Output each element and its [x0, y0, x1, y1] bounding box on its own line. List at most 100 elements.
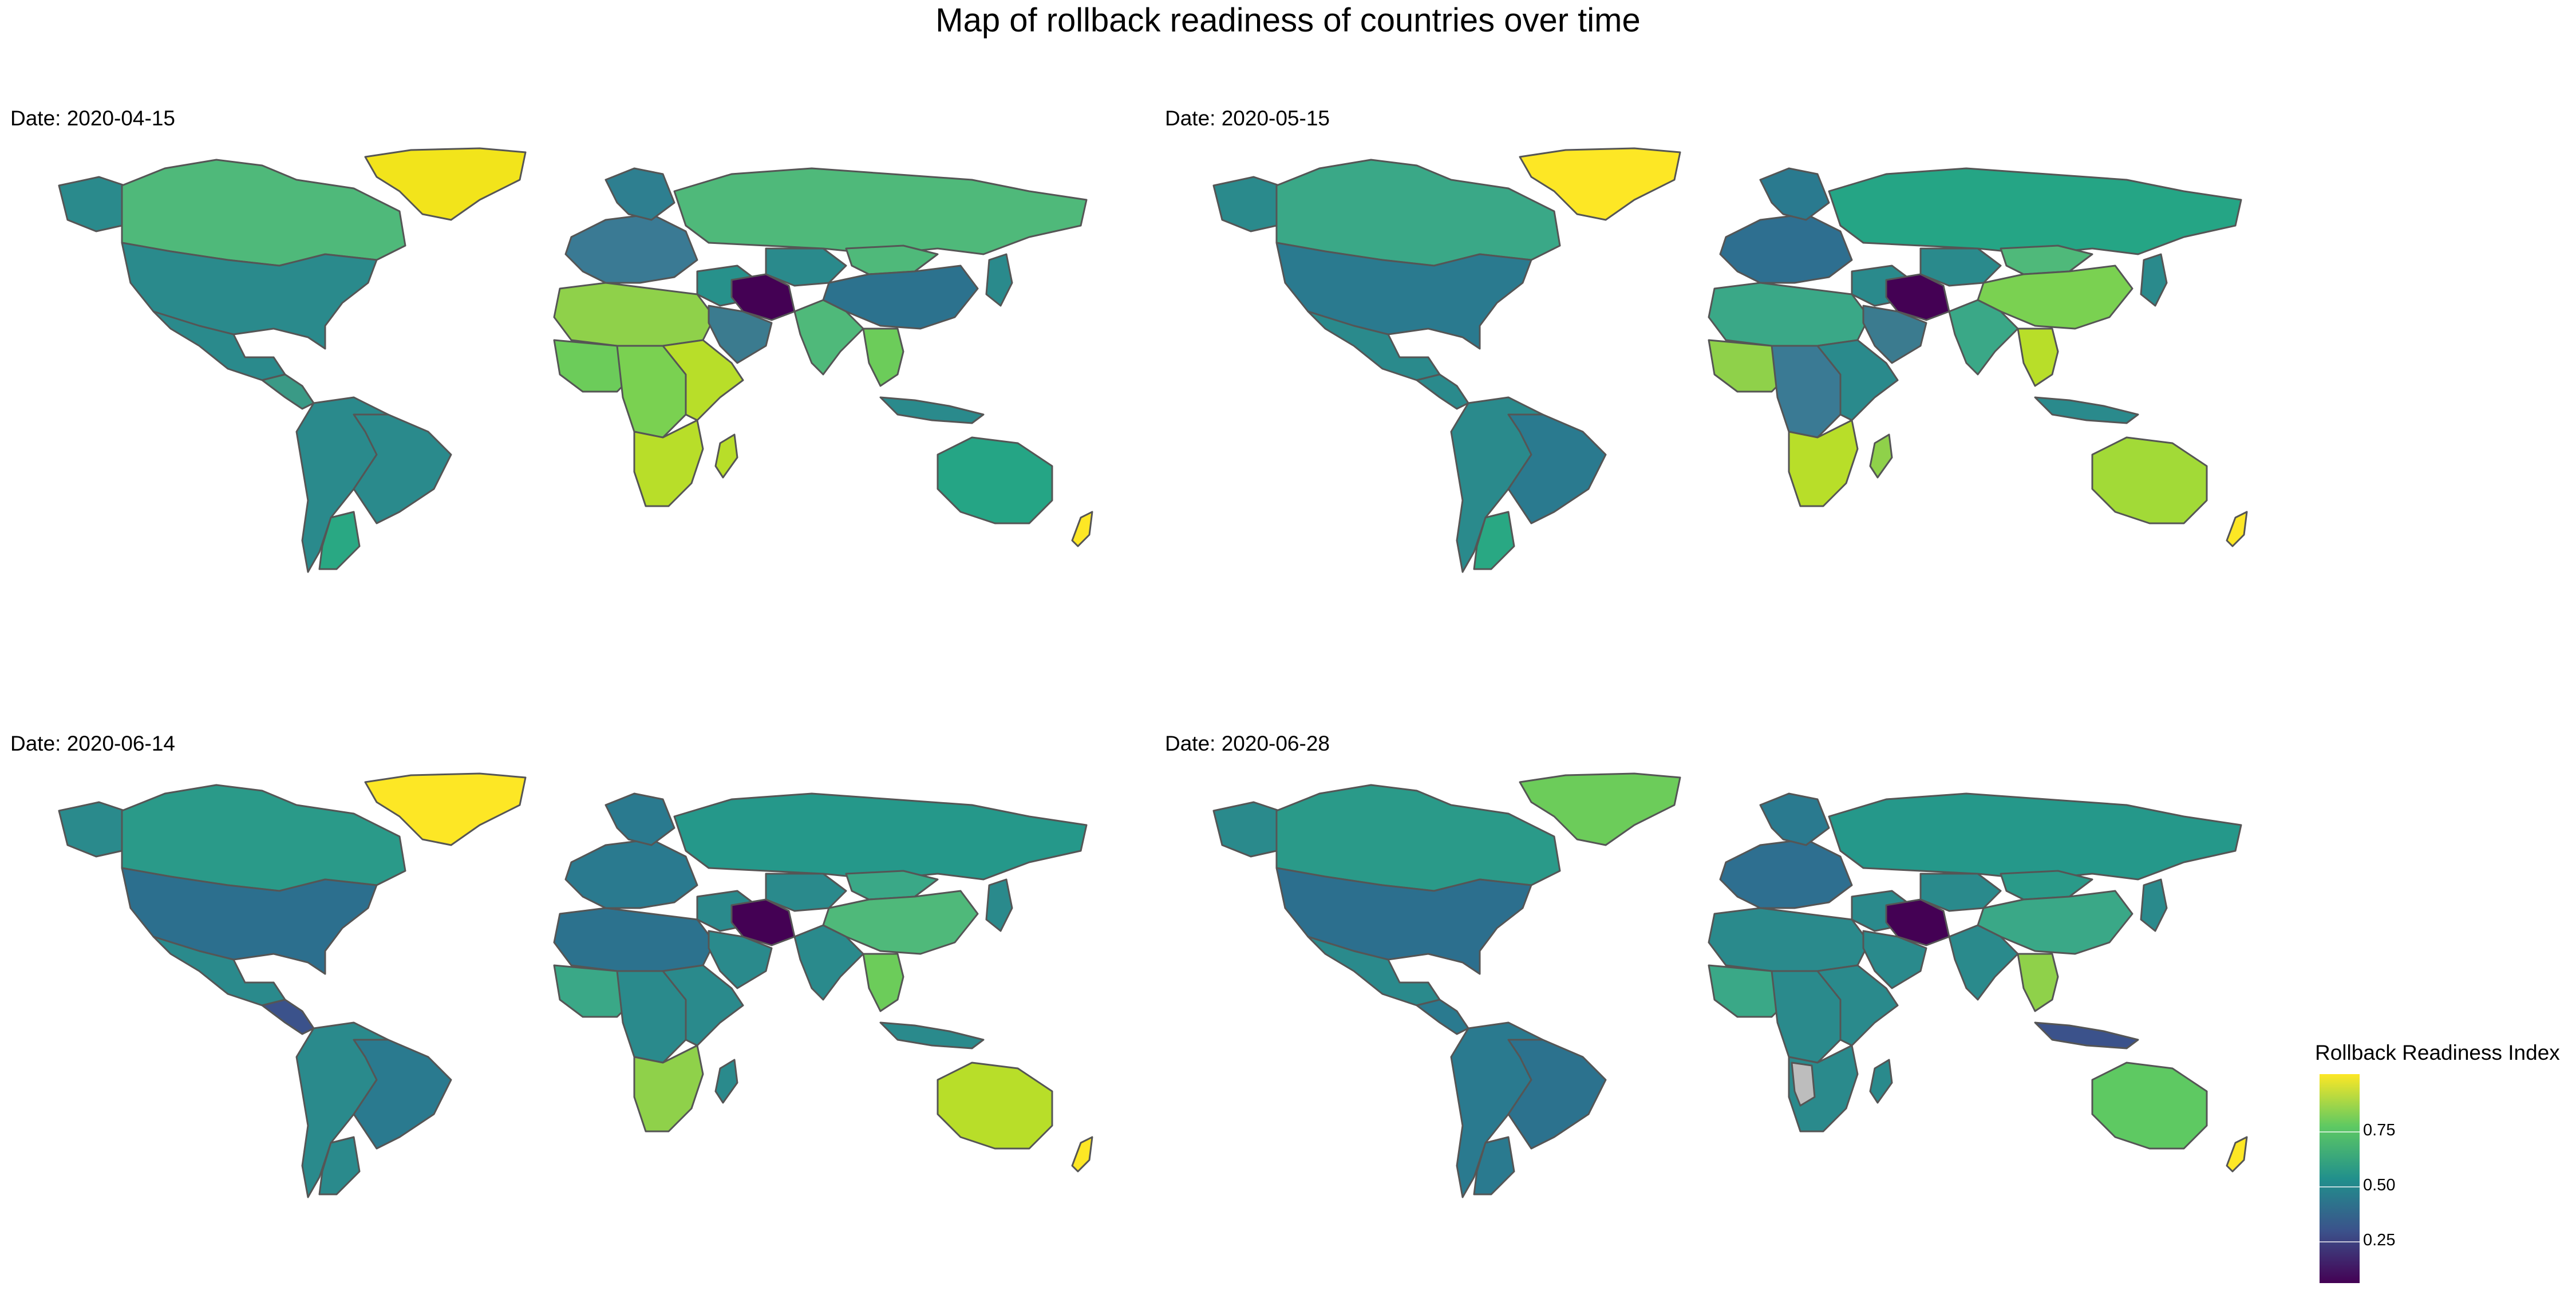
region-brazil — [1507, 413, 1607, 524]
map-panel-4: Date: 2020-06-28 — [1165, 732, 2287, 1310]
region-east-africa — [662, 339, 744, 421]
region-japan — [985, 253, 1013, 307]
region-russia — [1828, 167, 2242, 255]
region-central-america — [1416, 373, 1469, 410]
region-alaska — [1212, 801, 1281, 858]
region-japan — [985, 878, 1013, 932]
region-alaska — [1212, 176, 1281, 232]
world-map — [58, 147, 1093, 573]
region-central-america — [261, 999, 315, 1035]
region-se-asia — [862, 953, 904, 1012]
legend-tick-label: 0.25 — [2363, 1231, 2396, 1249]
region-namibia — [1791, 1062, 1816, 1107]
region-greenland — [364, 147, 527, 221]
region-central-america — [261, 373, 315, 410]
region-japan — [2140, 878, 2168, 932]
legend-tick-label: 0.50 — [2363, 1176, 2396, 1194]
region-argentina — [1473, 1136, 1515, 1195]
legend-colorbar — [2320, 1074, 2360, 1283]
region-arabia — [1862, 305, 1927, 364]
region-india — [1948, 924, 2019, 1001]
region-scandinavia — [605, 792, 675, 846]
region-arabia — [708, 930, 773, 989]
region-india — [793, 299, 864, 376]
region-russia — [1828, 792, 2242, 881]
panel-date-label: Date: 2020-05-15 — [1165, 106, 1330, 130]
region-madagascar — [714, 1059, 738, 1104]
region-central-america — [1416, 999, 1469, 1035]
world-map — [1212, 147, 2248, 573]
world-map — [58, 772, 1093, 1198]
region-russia — [673, 167, 1088, 255]
region-new-zealand — [1071, 511, 1093, 547]
region-argentina — [1473, 511, 1515, 570]
region-brazil — [353, 1039, 452, 1150]
panel-date-label: Date: 2020-06-14 — [10, 732, 175, 755]
region-europe — [1719, 838, 1853, 909]
color-legend: Rollback Readiness Index 0.75 0.50 0.25 — [2308, 1041, 2571, 1287]
region-europe — [564, 213, 698, 284]
region-east-africa — [1816, 964, 1899, 1047]
region-arabia — [708, 305, 773, 364]
region-scandinavia — [605, 167, 675, 221]
region-scandinavia — [1759, 167, 1830, 221]
legend-tick-mark — [2320, 1186, 2360, 1187]
region-se-asia — [2017, 953, 2059, 1012]
region-russia — [673, 792, 1088, 881]
region-southern-africa — [633, 1044, 704, 1133]
region-alaska — [58, 801, 126, 858]
region-europe — [564, 838, 698, 909]
panel-date-label: Date: 2020-04-15 — [10, 106, 175, 130]
region-north-africa — [1708, 282, 1870, 347]
region-north-africa — [553, 907, 716, 972]
region-se-asia — [2017, 328, 2059, 387]
region-southern-africa — [633, 419, 704, 507]
region-australia — [937, 1062, 1053, 1150]
legend-tick-mark — [2320, 1241, 2360, 1242]
region-north-africa — [553, 282, 716, 347]
legend-tick-label: 0.75 — [2363, 1121, 2396, 1139]
region-greenland — [1519, 772, 1681, 846]
region-australia — [2091, 436, 2208, 524]
region-madagascar — [714, 433, 738, 479]
region-iran — [1885, 898, 1950, 946]
region-indonesia — [2034, 396, 2139, 424]
region-brazil — [1507, 1039, 1607, 1150]
region-iran — [730, 273, 796, 321]
region-scandinavia — [1759, 792, 1830, 846]
region-east-africa — [1816, 339, 1899, 421]
region-argentina — [318, 1136, 361, 1195]
region-indonesia — [879, 396, 985, 424]
region-japan — [2140, 253, 2168, 307]
legend-title: Rollback Readiness Index — [2315, 1041, 2560, 1064]
region-iran — [1885, 273, 1950, 321]
region-argentina — [318, 511, 361, 570]
map-panel-3: Date: 2020-06-14 — [10, 732, 1132, 1310]
region-greenland — [1519, 147, 1681, 221]
panel-date-label: Date: 2020-06-28 — [1165, 732, 1330, 755]
region-alaska — [58, 176, 126, 232]
region-australia — [2091, 1062, 2208, 1150]
region-southern-africa — [1788, 419, 1859, 507]
map-panel-1: Date: 2020-04-15 — [10, 106, 1132, 685]
region-iran — [730, 898, 796, 946]
region-arabia — [1862, 930, 1927, 989]
region-brazil — [353, 413, 452, 524]
map-panel-2: Date: 2020-05-15 — [1165, 106, 2287, 685]
region-new-zealand — [1071, 1136, 1093, 1173]
world-map — [1212, 772, 2248, 1198]
region-east-africa — [662, 964, 744, 1047]
region-india — [793, 924, 864, 1001]
region-madagascar — [1869, 433, 1893, 479]
region-australia — [937, 436, 1053, 524]
region-europe — [1719, 213, 1853, 284]
region-indonesia — [879, 1021, 985, 1049]
region-se-asia — [862, 328, 904, 387]
legend-tick-mark — [2320, 1131, 2360, 1133]
region-madagascar — [1869, 1059, 1893, 1104]
region-greenland — [364, 772, 527, 846]
region-new-zealand — [2226, 1136, 2248, 1173]
region-india — [1948, 299, 2019, 376]
region-north-africa — [1708, 907, 1870, 972]
region-indonesia — [2034, 1021, 2139, 1049]
